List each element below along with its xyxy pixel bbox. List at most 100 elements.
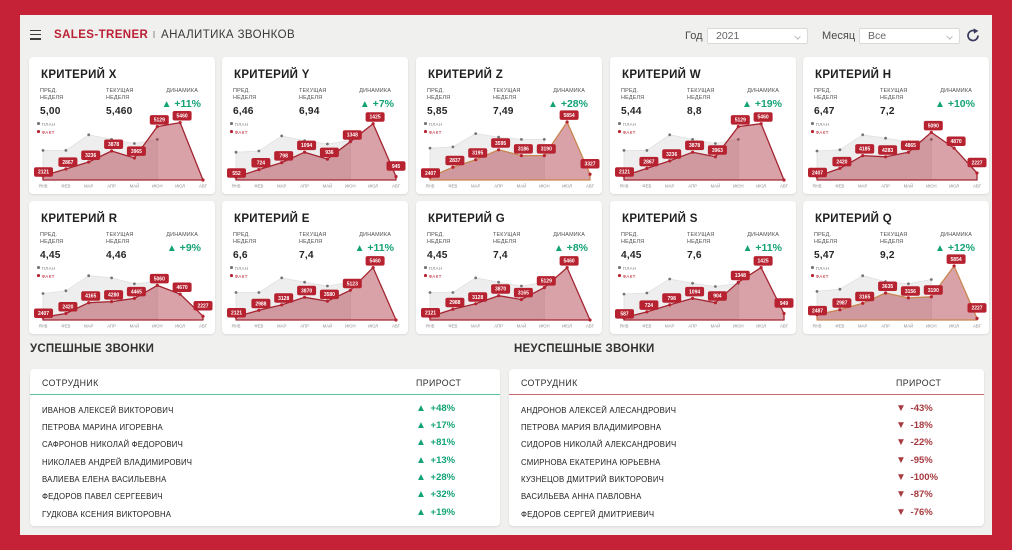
- svg-text:МАР: МАР: [84, 324, 93, 329]
- svg-text:АПР: АПР: [881, 324, 890, 329]
- svg-text:АПР: АПР: [300, 324, 309, 329]
- svg-text:МАР: МАР: [277, 184, 286, 189]
- svg-text:ИЮН: ИЮН: [152, 184, 163, 189]
- svg-text:936: 936: [325, 150, 334, 156]
- svg-text:5060: 5060: [154, 276, 165, 282]
- svg-text:АВГ: АВГ: [392, 324, 401, 329]
- svg-text:ИЮН: ИЮН: [345, 324, 356, 329]
- svg-text:ИЮН: ИЮН: [926, 184, 937, 189]
- svg-text:587: 587: [620, 312, 629, 318]
- svg-text:ЯНВ: ЯНВ: [231, 324, 240, 329]
- svg-text:МАЙ: МАЙ: [323, 184, 333, 189]
- svg-text:ЯНВ: ЯНВ: [619, 184, 628, 189]
- svg-text:ИЮЛ: ИЮЛ: [562, 324, 572, 329]
- svg-text:ИЮЛ: ИЮЛ: [175, 184, 185, 189]
- svg-text:1348: 1348: [735, 273, 746, 279]
- svg-text:4280: 4280: [108, 293, 119, 299]
- svg-text:МАР: МАР: [471, 184, 480, 189]
- svg-text:5854: 5854: [951, 257, 962, 263]
- svg-text:2420: 2420: [62, 305, 73, 311]
- svg-text:5460: 5460: [370, 259, 381, 265]
- svg-text:МАР: МАР: [665, 324, 674, 329]
- svg-text:АПР: АПР: [881, 184, 890, 189]
- svg-text:3128: 3128: [472, 295, 483, 301]
- svg-text:АПР: АПР: [688, 184, 697, 189]
- svg-text:2867: 2867: [62, 160, 73, 166]
- svg-text:ЯНВ: ЯНВ: [619, 324, 628, 329]
- svg-text:ИЮН: ИЮН: [733, 184, 744, 189]
- svg-text:4185: 4185: [859, 147, 870, 153]
- svg-text:4865: 4865: [905, 143, 916, 149]
- svg-text:МАЙ: МАЙ: [130, 184, 140, 189]
- svg-text:ЯНВ: ЯНВ: [812, 324, 821, 329]
- svg-text:798: 798: [668, 296, 677, 302]
- svg-text:АПР: АПР: [107, 184, 116, 189]
- svg-text:ФЕВ: ФЕВ: [835, 324, 844, 329]
- svg-text:3236: 3236: [666, 152, 677, 158]
- svg-text:3870: 3870: [301, 288, 312, 294]
- svg-text:3580: 3580: [324, 292, 335, 298]
- svg-text:МАР: МАР: [665, 184, 674, 189]
- svg-text:ЯНВ: ЯНВ: [38, 184, 47, 189]
- svg-text:3878: 3878: [108, 142, 119, 148]
- svg-text:АВГ: АВГ: [780, 184, 789, 189]
- svg-text:1094: 1094: [301, 143, 312, 149]
- svg-text:МАЙ: МАЙ: [904, 324, 914, 329]
- svg-text:2407: 2407: [38, 311, 49, 317]
- svg-text:4670: 4670: [177, 285, 188, 291]
- svg-text:1425: 1425: [370, 115, 381, 121]
- svg-text:5129: 5129: [735, 118, 746, 124]
- svg-text:5460: 5460: [177, 114, 188, 120]
- svg-text:5460: 5460: [758, 115, 769, 121]
- svg-text:МАЙ: МАЙ: [711, 324, 721, 329]
- svg-text:ФЕВ: ФЕВ: [448, 184, 457, 189]
- svg-text:ФЕВ: ФЕВ: [61, 184, 70, 189]
- svg-text:ИЮЛ: ИЮЛ: [368, 184, 378, 189]
- svg-text:АВГ: АВГ: [392, 184, 401, 189]
- svg-text:3186: 3186: [518, 147, 529, 153]
- svg-text:5129: 5129: [154, 118, 165, 124]
- svg-text:3595: 3595: [495, 141, 506, 147]
- svg-text:ИЮЛ: ИЮЛ: [175, 324, 185, 329]
- svg-text:2407: 2407: [425, 171, 436, 177]
- svg-text:3195: 3195: [472, 151, 483, 157]
- svg-text:АПР: АПР: [107, 324, 116, 329]
- svg-text:ФЕВ: ФЕВ: [642, 324, 651, 329]
- svg-text:АПР: АПР: [300, 184, 309, 189]
- svg-text:2487: 2487: [812, 308, 823, 314]
- svg-text:МАР: МАР: [858, 324, 867, 329]
- svg-text:2837: 2837: [449, 158, 460, 164]
- svg-text:МАР: МАР: [858, 184, 867, 189]
- svg-text:МАР: МАР: [471, 324, 480, 329]
- svg-text:2121: 2121: [231, 311, 242, 317]
- svg-text:4465: 4465: [131, 289, 142, 295]
- svg-text:5090: 5090: [928, 123, 939, 129]
- svg-text:ФЕВ: ФЕВ: [61, 324, 70, 329]
- svg-text:3236: 3236: [85, 153, 96, 159]
- svg-text:ИЮН: ИЮН: [539, 184, 550, 189]
- svg-text:949: 949: [780, 301, 789, 307]
- svg-text:ФЕВ: ФЕВ: [254, 184, 263, 189]
- svg-text:5129: 5129: [541, 279, 552, 285]
- svg-text:5460: 5460: [564, 259, 575, 265]
- svg-text:2121: 2121: [38, 170, 49, 176]
- svg-text:3963: 3963: [712, 148, 723, 154]
- svg-text:3165: 3165: [859, 294, 870, 300]
- svg-text:МАЙ: МАЙ: [904, 184, 914, 189]
- svg-text:3870: 3870: [495, 287, 506, 293]
- svg-text:5854: 5854: [564, 113, 575, 119]
- svg-text:МАЙ: МАЙ: [517, 184, 527, 189]
- svg-text:ЯНВ: ЯНВ: [812, 184, 821, 189]
- svg-text:2867: 2867: [643, 159, 654, 165]
- svg-text:3165: 3165: [518, 291, 529, 297]
- svg-text:1094: 1094: [689, 289, 700, 295]
- svg-text:3190: 3190: [541, 147, 552, 153]
- svg-text:1348: 1348: [347, 133, 358, 139]
- svg-text:ФЕВ: ФЕВ: [448, 324, 457, 329]
- svg-text:2227: 2227: [971, 306, 982, 312]
- svg-text:ИЮН: ИЮН: [926, 324, 937, 329]
- svg-text:2407: 2407: [812, 170, 823, 176]
- svg-text:2227: 2227: [971, 160, 982, 166]
- svg-text:ИЮЛ: ИЮЛ: [949, 324, 959, 329]
- svg-text:724: 724: [645, 303, 654, 309]
